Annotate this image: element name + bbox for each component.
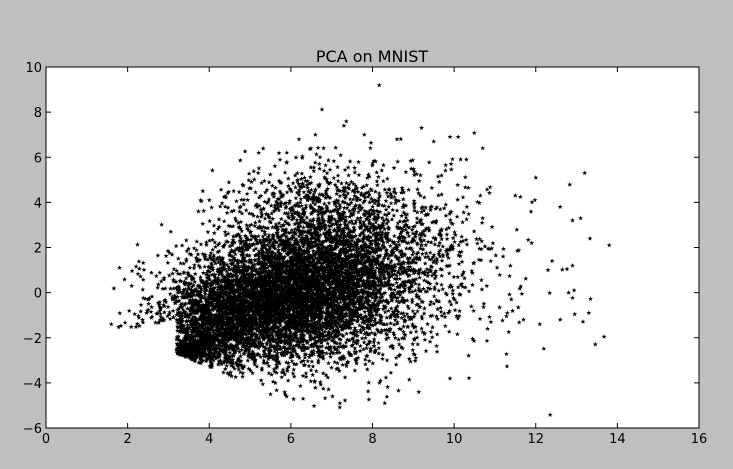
chart-title: PCA on MNIST [316,47,429,66]
